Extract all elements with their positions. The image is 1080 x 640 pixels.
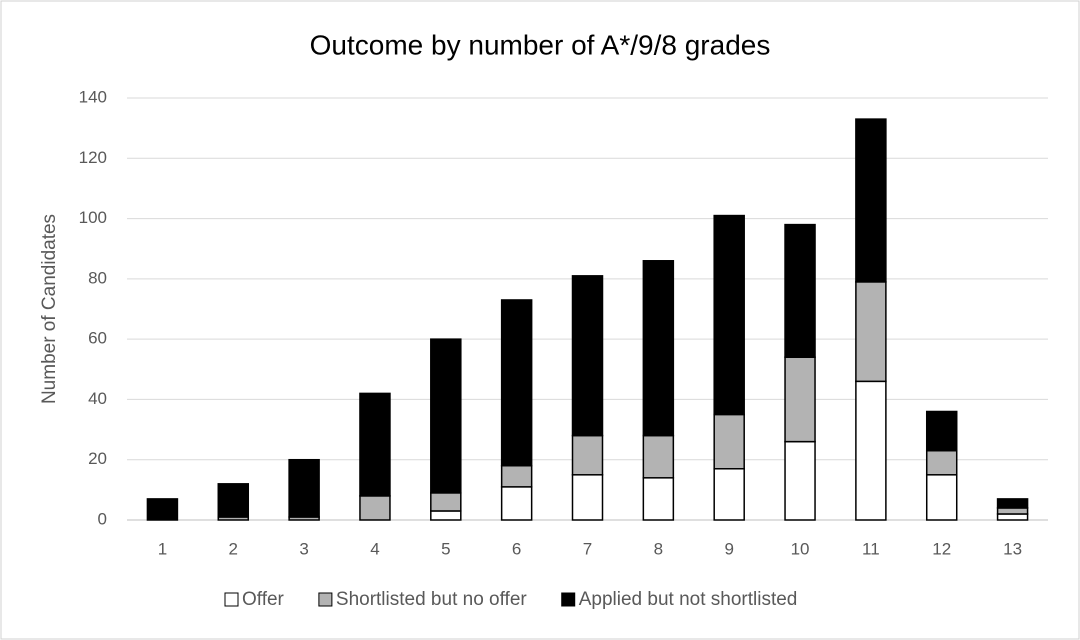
bar-segment [925,474,958,521]
bar-segment [359,495,391,521]
bar-segment [713,468,745,521]
bar-segment [996,507,1029,515]
bar-segment [784,440,816,521]
bar-segment [430,510,462,521]
bar-segment [571,474,604,521]
legend-swatch [224,592,239,607]
y-tick-label: 140 [79,87,107,106]
bar-segment [784,356,816,443]
bar-segment [713,214,745,416]
bar-segment [430,492,462,512]
bar-segment [713,413,745,470]
x-tick-label: 8 [654,539,663,558]
bar-segment [500,464,533,488]
y-tick-label: 100 [79,208,107,227]
bar-segment [784,223,816,358]
y-tick-label: 80 [88,268,107,287]
bar-segment [996,513,1029,521]
x-tick-label: 3 [299,539,308,558]
y-tick-label: 20 [88,449,107,468]
x-tick-label: 10 [791,539,810,558]
x-tick-label: 5 [441,539,450,558]
bar-segment [642,434,675,479]
bar-segment [642,260,675,437]
x-tick-label: 4 [370,539,379,558]
bar-segment [217,483,250,518]
bar-segment [430,338,462,494]
bar-segment [925,449,958,476]
bar-segment [571,275,604,437]
legend-swatch [561,592,576,607]
y-tick-label: 0 [98,509,107,528]
x-tick-label: 11 [862,539,880,558]
legend-swatch [318,592,333,607]
bar-segment [288,458,320,518]
bar-segment [146,498,179,521]
bar-segment [855,281,887,383]
x-tick-label: 9 [724,539,733,558]
bar-segment [500,299,533,467]
bar-segment [359,392,391,497]
x-tick-label: 1 [158,539,167,558]
x-tick-label: 7 [583,539,592,558]
bar-segment [642,477,675,521]
x-tick-label: 13 [1003,539,1022,558]
x-tick-label: 2 [229,539,238,558]
y-tick-label: 120 [79,148,107,167]
bar-segment [571,434,604,476]
legend-label: Shortlisted but no offer [336,589,527,610]
x-tick-label: 6 [512,539,521,558]
bar-segment [855,118,887,283]
chart-title: Outcome by number of A*/9/8 grades [310,29,771,60]
bar-segment [996,498,1029,509]
bar-segment [925,410,958,452]
x-tick-label: 12 [932,539,951,558]
bar-segment [500,486,533,521]
y-tick-label: 40 [88,389,107,408]
legend-label: Offer [242,589,285,610]
bar-segment [855,380,887,521]
y-tick-label: 60 [88,329,107,348]
y-axis-label: Number of Candidates [39,214,60,404]
legend-label: Applied but not shortlisted [579,589,798,610]
